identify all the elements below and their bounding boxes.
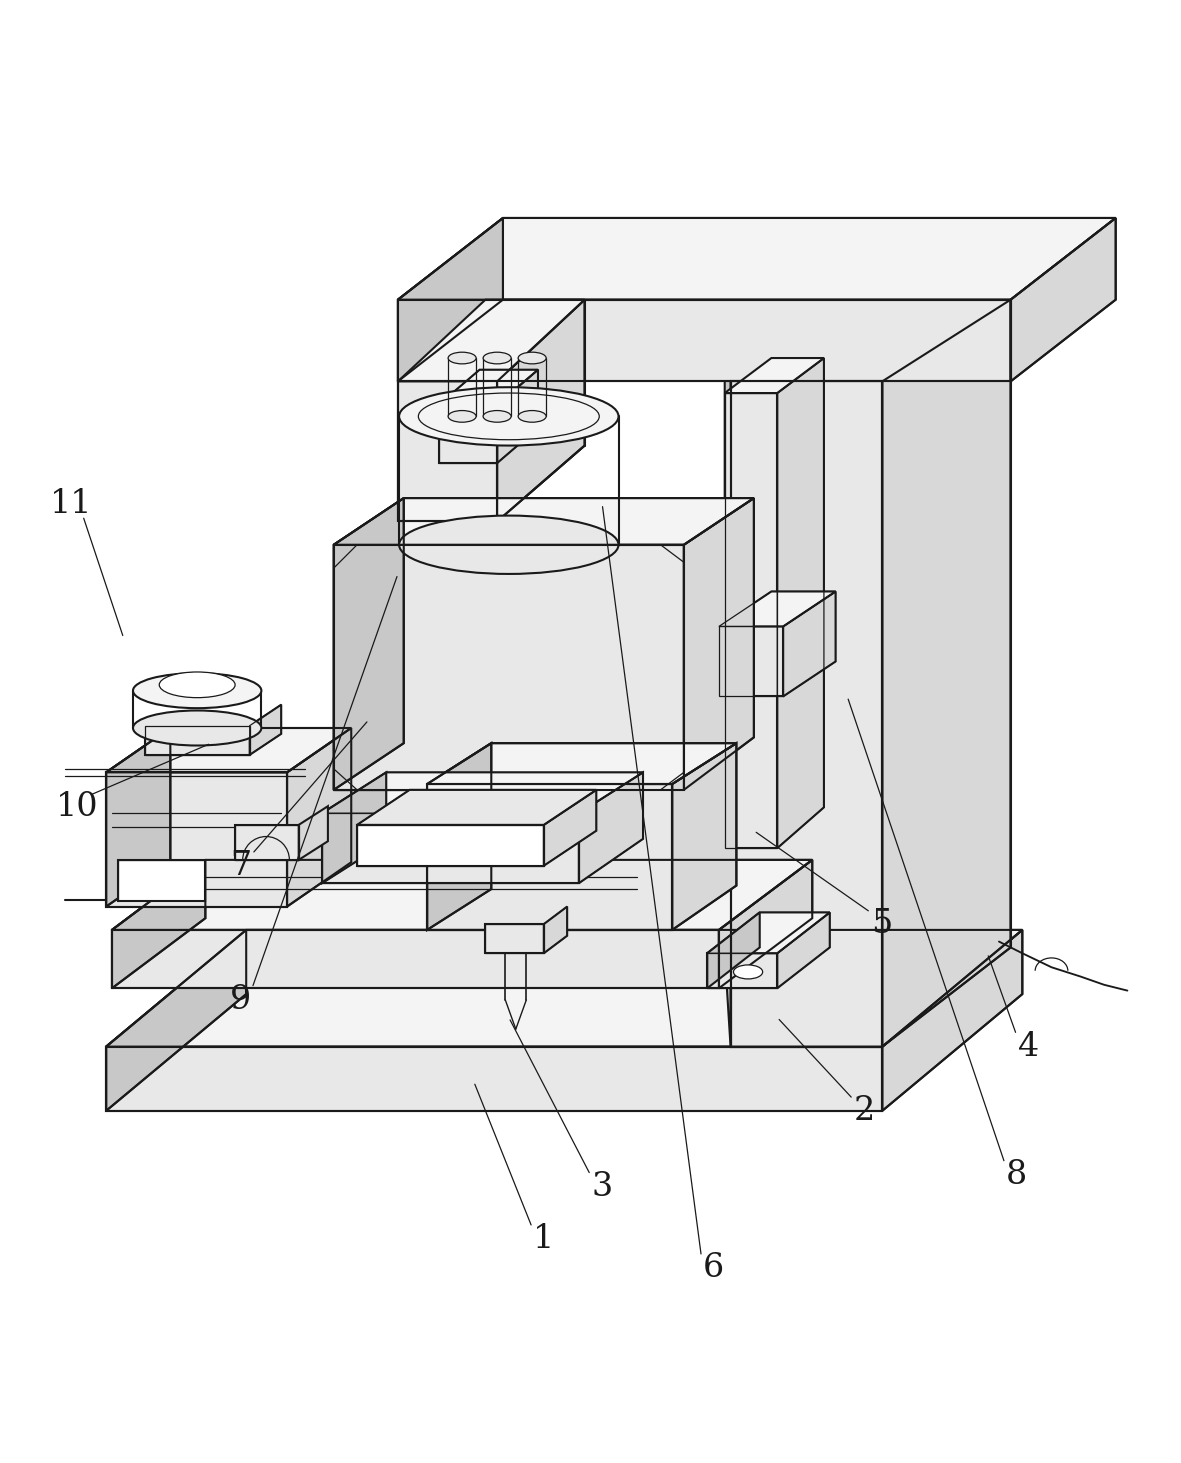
Ellipse shape [518,353,546,364]
Polygon shape [707,913,759,989]
Polygon shape [106,772,287,907]
Polygon shape [287,729,351,907]
Polygon shape [485,925,543,954]
Polygon shape [299,806,328,860]
Polygon shape [106,930,1023,1046]
Ellipse shape [448,353,476,364]
Text: 3: 3 [592,1170,613,1203]
Text: 9: 9 [230,985,252,1015]
Polygon shape [398,300,1011,382]
Polygon shape [106,1046,882,1110]
Text: 6: 6 [703,1252,724,1285]
Polygon shape [398,218,503,382]
Ellipse shape [399,388,619,446]
Polygon shape [106,930,246,1110]
Ellipse shape [159,672,235,698]
Polygon shape [334,497,404,790]
Polygon shape [731,382,882,1046]
Polygon shape [684,497,753,790]
Ellipse shape [448,411,476,423]
Text: 8: 8 [1006,1159,1027,1191]
Polygon shape [882,930,1023,1110]
Polygon shape [398,300,585,382]
Ellipse shape [133,673,261,708]
Polygon shape [543,790,596,866]
Polygon shape [707,913,830,954]
Polygon shape [719,626,783,696]
Polygon shape [322,813,579,884]
Polygon shape [497,300,585,521]
Ellipse shape [133,711,261,746]
Polygon shape [428,743,491,930]
Polygon shape [439,405,497,464]
Polygon shape [777,358,824,849]
Polygon shape [322,772,386,884]
Polygon shape [144,726,249,755]
Text: 5: 5 [872,909,893,941]
Polygon shape [235,825,299,860]
Polygon shape [106,729,351,772]
Text: 4: 4 [1018,1030,1039,1062]
Polygon shape [106,729,170,907]
Ellipse shape [399,515,619,573]
Ellipse shape [518,411,546,423]
Polygon shape [112,930,719,989]
Polygon shape [882,300,1011,1046]
Text: 7: 7 [230,850,250,882]
Polygon shape [1011,218,1116,382]
Polygon shape [439,370,539,405]
Polygon shape [322,772,642,813]
Polygon shape [497,370,539,464]
Polygon shape [719,591,836,626]
Polygon shape [579,772,642,884]
Polygon shape [725,300,731,1046]
Polygon shape [543,907,567,954]
Polygon shape [118,860,205,901]
Text: 2: 2 [854,1094,875,1127]
Polygon shape [334,497,753,544]
Text: 11: 11 [50,489,92,519]
Polygon shape [357,825,543,866]
Polygon shape [777,913,830,989]
Polygon shape [428,743,737,784]
Ellipse shape [483,353,511,364]
Polygon shape [249,705,281,755]
Polygon shape [783,591,836,696]
Polygon shape [707,954,777,989]
Polygon shape [725,358,824,394]
Polygon shape [719,860,813,989]
Polygon shape [334,544,684,790]
Polygon shape [725,394,777,849]
Polygon shape [112,860,205,989]
Polygon shape [398,382,497,521]
Text: 10: 10 [56,791,98,824]
Ellipse shape [733,966,763,979]
Text: 1: 1 [533,1223,554,1255]
Polygon shape [428,784,672,930]
Ellipse shape [483,411,511,423]
Polygon shape [672,743,737,930]
Polygon shape [398,218,1116,300]
Polygon shape [112,860,813,930]
Polygon shape [357,790,596,825]
